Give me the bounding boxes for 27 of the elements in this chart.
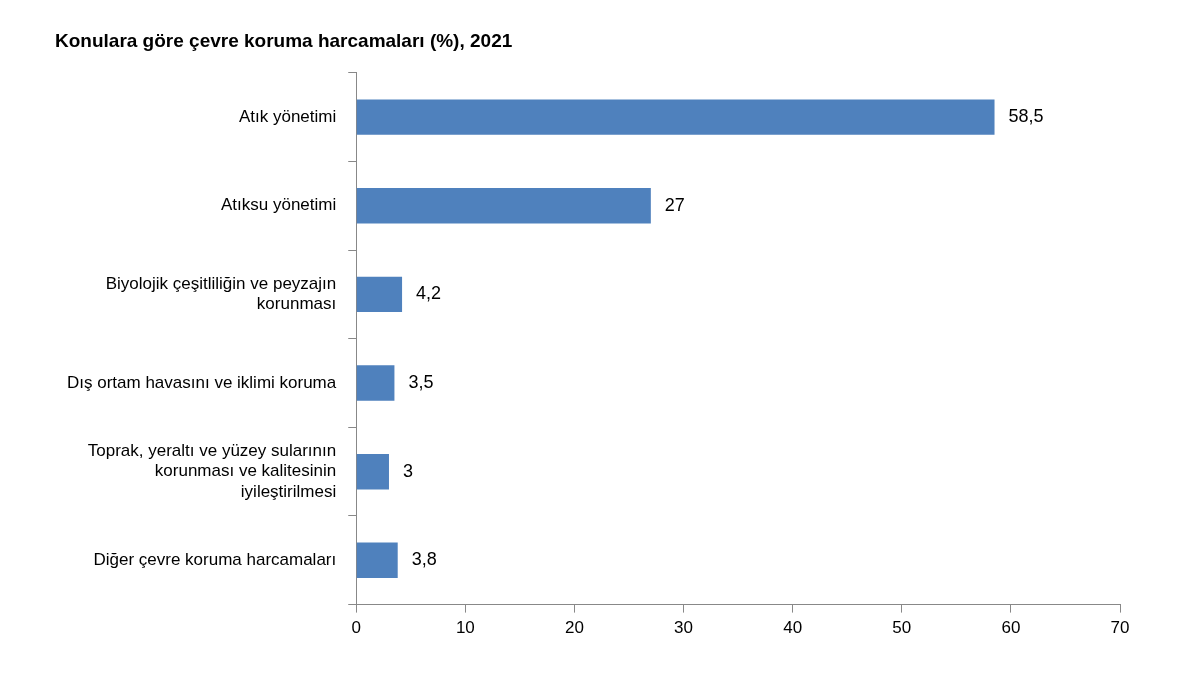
x-tick-label: 30 xyxy=(674,618,694,638)
y-tick-label: Atıksu yönetimi xyxy=(220,195,337,215)
x-tick-label: 60 xyxy=(1001,618,1021,638)
data-label: 3,8 xyxy=(411,549,437,570)
bar xyxy=(356,365,395,401)
y-tick-label: Dış ortam havasını ve iklimi koruma xyxy=(66,372,337,392)
bar xyxy=(356,453,389,490)
y-tick-label: Toprak, yeraltı ve yüzey sularının korunması ve kalitesinin iyileştirilmesi xyxy=(87,440,337,501)
y-tick-label: Diğer çevre koruma harcamaları xyxy=(93,549,337,569)
data-label: 4,2 xyxy=(416,283,442,304)
bar xyxy=(356,542,398,579)
x-tick-label: 20 xyxy=(565,618,584,638)
x-tick-label: 70 xyxy=(1110,618,1130,638)
y-tick-label: Biyolojik çeşitliliğin ve peyzajın korunması xyxy=(105,273,337,314)
x-tick-label: 40 xyxy=(783,618,803,638)
x-tick-label: 10 xyxy=(455,618,475,638)
x-tick-label: 50 xyxy=(892,618,912,638)
chart-title: Konulara göre çevre koruma harcamaları (%), 2021 xyxy=(55,29,513,51)
bar xyxy=(356,188,651,224)
bar xyxy=(356,276,403,313)
x-tick-label: 0 xyxy=(351,618,361,638)
y-tick-label: Atık yönetimi xyxy=(238,106,337,126)
bar xyxy=(356,99,995,135)
data-label: 3 xyxy=(402,460,413,481)
data-label: 3,5 xyxy=(408,371,434,392)
data-label: 27 xyxy=(664,194,685,215)
data-label: 58,5 xyxy=(1008,106,1044,127)
